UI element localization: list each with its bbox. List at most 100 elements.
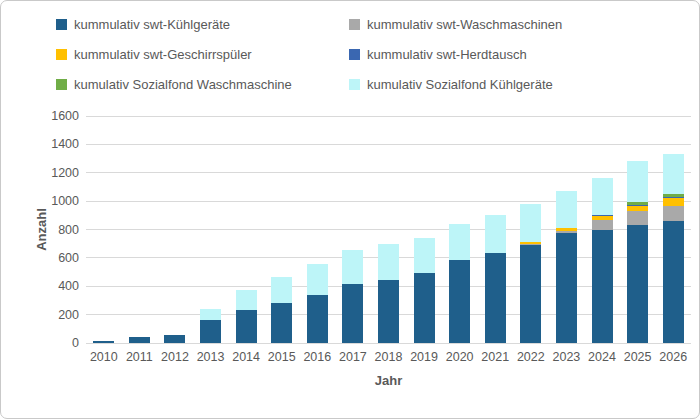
stacked-bar-2014 xyxy=(236,290,257,343)
bar-segment xyxy=(93,341,114,343)
x-tick-label: 2013 xyxy=(193,351,229,364)
legend-swatch-icon xyxy=(56,49,67,60)
bar-segment xyxy=(520,204,541,242)
bar-segment xyxy=(520,245,541,343)
bar-segment xyxy=(627,225,648,343)
legend-label: kummulativ swt-Geschirrspüler xyxy=(74,47,252,62)
stacked-bar-2012 xyxy=(164,335,185,343)
x-tick-label: 2016 xyxy=(300,351,336,364)
bar-segment xyxy=(592,216,613,220)
bar-segment xyxy=(663,221,684,343)
x-tick-label: 2011 xyxy=(122,351,158,364)
bar-segment xyxy=(236,290,257,310)
bar-segment xyxy=(592,178,613,215)
legend-label: kumulativ Sozialfond Kühlgeräte xyxy=(367,77,553,92)
bar-segment xyxy=(520,242,541,245)
bar-segment xyxy=(342,284,363,343)
bar-segment xyxy=(414,238,435,273)
x-tick-label: 2014 xyxy=(228,351,264,364)
bar-segment xyxy=(556,228,577,231)
bar-segment xyxy=(627,205,648,206)
stacked-bar-2024 xyxy=(592,178,613,343)
bar-segment xyxy=(378,280,399,343)
bar-segment xyxy=(129,337,150,343)
y-tick-label: 0 xyxy=(21,337,79,350)
bar-segment xyxy=(236,310,257,343)
bar-segment xyxy=(378,244,399,280)
y-tick-label: 1200 xyxy=(21,167,79,180)
bar-segment xyxy=(271,277,292,303)
gridline xyxy=(86,172,691,173)
stacked-bar-2017 xyxy=(342,250,363,343)
bar-segment xyxy=(556,191,577,229)
bar-segment xyxy=(627,205,648,211)
bar-segment xyxy=(663,197,684,198)
legend-item: kummulativ swt-Geschirrspüler xyxy=(56,44,349,64)
bar-segment xyxy=(307,295,328,343)
bar-segment xyxy=(592,215,613,216)
bar-segment xyxy=(627,202,648,205)
legend-swatch-icon xyxy=(349,19,360,30)
bar-segment xyxy=(592,230,613,344)
legend-label: kumulativ Sozialfond Waschmaschine xyxy=(74,77,292,92)
gridline xyxy=(86,116,691,117)
bar-segment xyxy=(520,244,541,245)
chart-container: kummulativ swt-Kühlgeräte kummulativ swt-… xyxy=(0,0,700,419)
x-tick-label: 2018 xyxy=(371,351,407,364)
x-tick-label: 2019 xyxy=(406,351,442,364)
stacked-bar-2019 xyxy=(414,238,435,343)
y-tick-label: 200 xyxy=(21,309,79,322)
legend-swatch-icon xyxy=(349,79,360,90)
stacked-bar-2025 xyxy=(627,161,648,343)
x-tick-label: 2010 xyxy=(86,351,122,364)
bar-segment xyxy=(414,273,435,343)
legend-item: kummulativ swt-Waschmaschinen xyxy=(349,14,562,34)
legend-swatch-icon xyxy=(56,19,67,30)
stacked-bar-2010 xyxy=(93,341,114,343)
stacked-bar-2020 xyxy=(449,224,470,343)
y-tick-label: 1000 xyxy=(21,195,79,208)
bar-segment xyxy=(556,233,577,343)
x-tick-label: 2026 xyxy=(655,351,691,364)
legend-swatch-icon xyxy=(56,79,67,90)
x-axis-title: Jahr xyxy=(86,373,691,388)
bar-segment xyxy=(485,253,506,343)
stacked-bar-2016 xyxy=(307,264,328,343)
legend-item: kumulativ Sozialfond Kühlgeräte xyxy=(349,74,562,94)
legend-label: kummulativ swt-Kühlgeräte xyxy=(74,17,230,32)
bar-segment xyxy=(592,220,613,229)
x-tick-label: 2025 xyxy=(620,351,656,364)
bar-segment xyxy=(627,161,648,201)
bar-segment xyxy=(200,309,221,320)
bar-segment xyxy=(485,215,506,253)
legend-label: kummulativ swt-Waschmaschinen xyxy=(367,17,562,32)
bar-segment xyxy=(556,231,577,233)
y-axis-title: Anzahl xyxy=(34,200,49,260)
x-tick-label: 2015 xyxy=(264,351,300,364)
stacked-bar-2013 xyxy=(200,309,221,343)
x-tick-label: 2012 xyxy=(157,351,193,364)
bar-segment xyxy=(449,224,470,260)
chart-legend: kummulativ swt-Kühlgeräte kummulativ swt-… xyxy=(56,14,562,94)
y-tick-label: 600 xyxy=(21,252,79,265)
stacked-bar-2023 xyxy=(556,190,577,343)
legend-item: kummulativ swt-Herdtausch xyxy=(349,44,562,64)
x-tick-label: 2024 xyxy=(584,351,620,364)
bar-segment xyxy=(449,260,470,343)
bar-segment xyxy=(663,194,684,198)
bar-segment xyxy=(342,250,363,284)
x-tick-label: 2021 xyxy=(477,351,513,364)
legend-label: kummulativ swt-Herdtausch xyxy=(367,47,527,62)
stacked-bar-2011 xyxy=(129,337,150,343)
stacked-bar-2021 xyxy=(485,215,506,343)
stacked-bar-2018 xyxy=(378,244,399,343)
bar-segment xyxy=(663,154,684,194)
legend-swatch-icon xyxy=(349,49,360,60)
bar-segment xyxy=(663,206,684,221)
stacked-bar-2022 xyxy=(520,204,541,343)
stacked-bar-2026 xyxy=(663,154,684,343)
bar-segment xyxy=(627,211,648,225)
y-tick-label: 1600 xyxy=(21,110,79,123)
bar-segment xyxy=(271,303,292,343)
legend-item: kumulativ Sozialfond Waschmaschine xyxy=(56,74,349,94)
